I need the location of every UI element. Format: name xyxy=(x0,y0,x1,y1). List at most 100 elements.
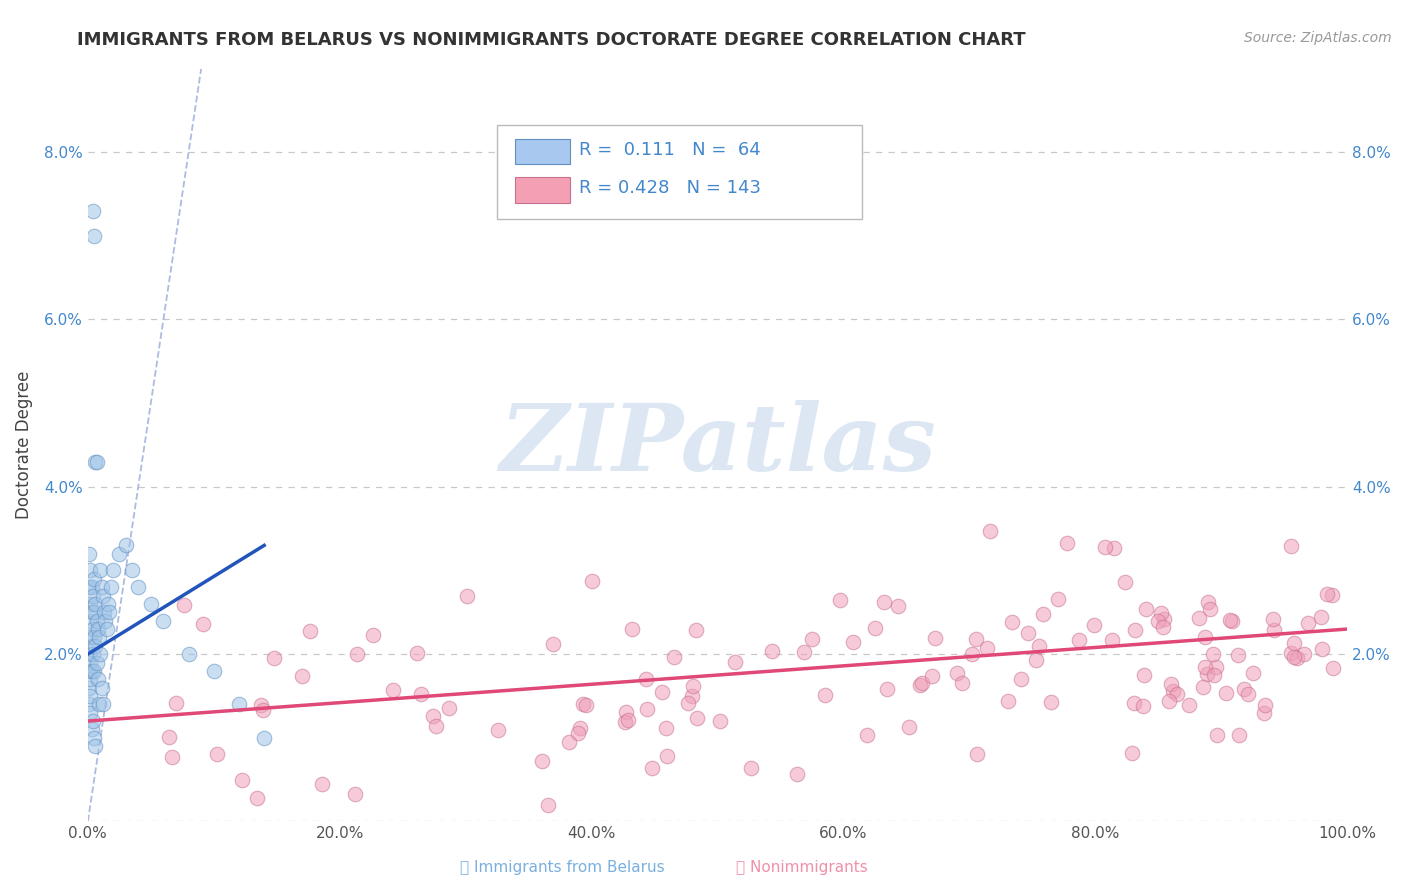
Point xyxy=(616,713,638,727)
Point xyxy=(1286,651,1309,665)
Point xyxy=(89,698,111,712)
Point xyxy=(641,761,664,775)
Point xyxy=(887,599,910,614)
Point xyxy=(79,689,101,703)
Point xyxy=(1237,687,1260,701)
Text: ZIPatlas: ZIPatlas xyxy=(499,400,936,490)
Point xyxy=(177,647,200,661)
Point xyxy=(966,747,988,761)
Point xyxy=(82,714,104,728)
Point xyxy=(108,547,131,561)
Point xyxy=(80,664,103,678)
Point xyxy=(1067,632,1090,647)
Point xyxy=(813,688,835,702)
Point xyxy=(152,614,174,628)
Point xyxy=(841,635,863,649)
Point xyxy=(1150,606,1173,620)
Point xyxy=(77,698,100,712)
Point xyxy=(657,748,679,763)
Point xyxy=(568,721,591,735)
Point xyxy=(246,790,269,805)
Point xyxy=(572,698,595,712)
Y-axis label: Doctorate Degree: Doctorate Degree xyxy=(15,371,32,519)
Point xyxy=(1205,660,1227,674)
Point xyxy=(965,632,987,647)
Point xyxy=(1152,620,1174,634)
Point xyxy=(1310,610,1333,624)
Point xyxy=(77,614,100,628)
Point xyxy=(86,614,108,628)
Point xyxy=(94,614,117,628)
Point xyxy=(101,564,124,578)
Point xyxy=(406,646,429,660)
Point xyxy=(1121,746,1143,760)
Point xyxy=(77,580,100,594)
Point xyxy=(531,754,554,768)
Point xyxy=(91,589,114,603)
Point xyxy=(676,696,699,710)
Point xyxy=(90,681,112,695)
Point xyxy=(740,761,762,775)
Point xyxy=(80,723,103,737)
Point xyxy=(793,645,815,659)
Point xyxy=(83,605,105,619)
Point xyxy=(87,622,110,636)
Point xyxy=(299,624,322,638)
Point xyxy=(207,747,229,762)
Point xyxy=(873,595,896,609)
Point xyxy=(1125,623,1147,637)
Point xyxy=(1001,615,1024,629)
Point xyxy=(82,589,104,603)
Point xyxy=(761,644,783,658)
Point xyxy=(976,640,998,655)
Point xyxy=(77,664,100,678)
Point xyxy=(786,766,808,780)
Point xyxy=(876,681,898,696)
Point xyxy=(127,580,149,594)
Point xyxy=(422,709,444,723)
Point xyxy=(83,228,105,243)
Point xyxy=(1279,646,1302,660)
Text: IMMIGRANTS FROM BELARUS VS NONIMMIGRANTS DOCTORATE DEGREE CORRELATION CHART: IMMIGRANTS FROM BELARUS VS NONIMMIGRANTS… xyxy=(77,31,1026,49)
Point xyxy=(79,706,101,720)
Point xyxy=(79,672,101,686)
Point xyxy=(1135,601,1157,615)
Point xyxy=(77,547,100,561)
Point xyxy=(1056,535,1078,549)
Point xyxy=(83,664,105,678)
Point xyxy=(946,666,969,681)
Point xyxy=(291,668,314,682)
Point xyxy=(79,656,101,670)
Point xyxy=(1188,611,1211,625)
Text: ⬜ Nonimmigrants: ⬜ Nonimmigrants xyxy=(735,861,868,875)
Point xyxy=(1153,612,1175,626)
Point xyxy=(425,719,447,733)
Point xyxy=(1227,648,1250,662)
Point xyxy=(86,455,108,469)
Point xyxy=(558,735,581,749)
Point xyxy=(1316,587,1339,601)
Point xyxy=(82,622,104,636)
Point xyxy=(193,617,215,632)
Point xyxy=(90,580,112,594)
Point xyxy=(84,639,107,653)
Point xyxy=(79,631,101,645)
Point xyxy=(1017,625,1039,640)
Text: R = 0.428   N = 143: R = 0.428 N = 143 xyxy=(579,179,761,197)
Point xyxy=(1219,613,1241,627)
Point xyxy=(614,705,637,719)
FancyBboxPatch shape xyxy=(515,138,571,164)
Point xyxy=(1028,639,1050,653)
Point xyxy=(1202,668,1225,682)
Point xyxy=(1032,607,1054,621)
Point xyxy=(165,697,187,711)
Point xyxy=(231,772,253,787)
Point xyxy=(567,726,589,740)
Point xyxy=(361,628,384,642)
Point xyxy=(1177,698,1199,713)
Point xyxy=(1197,595,1219,609)
Point xyxy=(86,656,108,670)
Point xyxy=(84,455,107,469)
Point xyxy=(91,698,114,712)
Point xyxy=(828,593,851,607)
